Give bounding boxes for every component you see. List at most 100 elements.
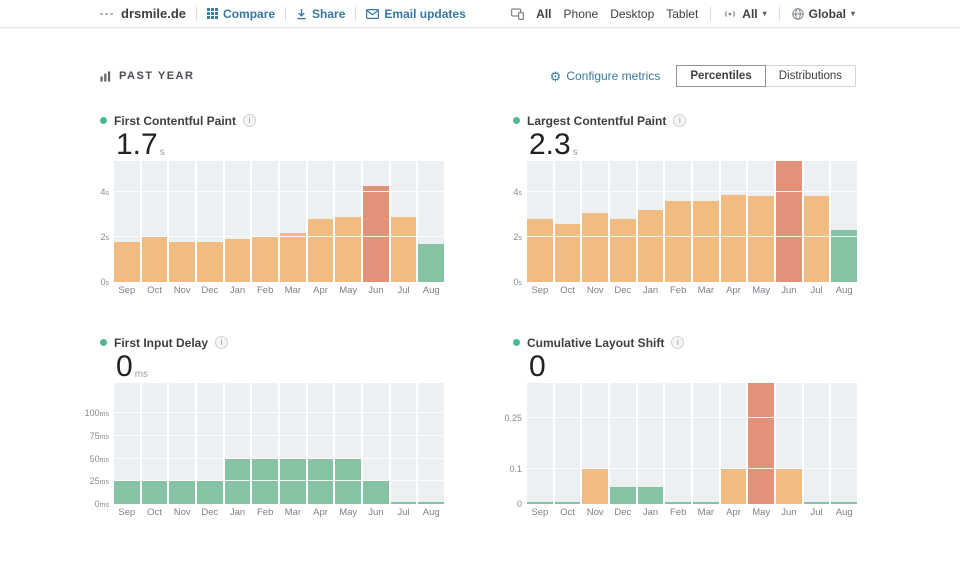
bar-column[interactable] (803, 383, 830, 504)
bar-column[interactable] (720, 383, 747, 504)
bar-column[interactable] (280, 161, 306, 282)
region-dropdown[interactable]: Global ▾ (791, 7, 855, 21)
device-tab-desktop[interactable]: Desktop (610, 6, 655, 21)
top-header: drsmile.de Compare Share Email updates (0, 0, 960, 28)
legend-dot-icon (513, 117, 520, 124)
bar-column[interactable] (803, 161, 830, 282)
bar (720, 469, 747, 504)
bar-column[interactable] (280, 383, 306, 504)
bar-column[interactable] (169, 161, 196, 282)
bar-column[interactable] (390, 383, 417, 504)
info-icon[interactable]: i (215, 336, 229, 349)
bar-column[interactable] (527, 383, 553, 504)
bar-column[interactable] (610, 161, 636, 282)
compare-button[interactable]: Compare (207, 7, 275, 21)
bar-column[interactable] (141, 383, 168, 504)
bar (114, 481, 140, 504)
bar-column[interactable] (776, 383, 802, 504)
bar (280, 232, 306, 282)
bar-column[interactable] (554, 161, 581, 282)
share-button[interactable]: Share (296, 7, 345, 21)
bar-column[interactable] (197, 383, 223, 504)
bar-column[interactable] (197, 161, 223, 282)
toolbar-right: ⚙ Configure metrics Percentiles Distribu… (550, 65, 856, 87)
metric-value-group: 1.7 s (116, 130, 448, 160)
chevron-down-icon: ▾ (850, 9, 855, 18)
metric-header: First Contentful Paint i (100, 114, 448, 128)
bar-column[interactable] (637, 383, 664, 504)
bar (363, 185, 389, 282)
metric-title: Cumulative Layout Shift (527, 335, 665, 350)
bar-column[interactable] (776, 161, 802, 282)
divider (355, 6, 357, 21)
bar-column[interactable] (637, 161, 664, 282)
bar-column[interactable] (665, 383, 692, 504)
bar (252, 237, 279, 282)
device-tab-tablet[interactable]: Tablet (666, 6, 699, 21)
configure-metrics-button[interactable]: ⚙ Configure metrics (550, 69, 661, 83)
y-axis-tick-label: 0.25 (504, 412, 522, 423)
month-label: Jul (810, 285, 823, 296)
bar-column[interactable] (418, 161, 445, 282)
bar-column[interactable] (307, 161, 334, 282)
bar-column[interactable] (610, 383, 636, 504)
device-tab-phone[interactable]: Phone (563, 6, 599, 21)
bar-column[interactable] (693, 383, 719, 504)
bar-column[interactable] (335, 383, 362, 504)
bar-column[interactable] (582, 383, 609, 504)
month-label: Apr (726, 507, 741, 518)
period-label: PAST YEAR (119, 70, 195, 82)
bar-column[interactable] (169, 383, 196, 504)
tab-distributions[interactable]: Distributions (764, 65, 856, 87)
email-updates-button[interactable]: Email updates (366, 7, 466, 21)
bar (554, 223, 581, 282)
bar-column[interactable] (665, 161, 692, 282)
bar-column[interactable] (307, 383, 334, 504)
bar-column[interactable] (554, 383, 581, 504)
bar-column[interactable] (114, 383, 140, 504)
bar-column[interactable] (363, 161, 389, 282)
bar-column[interactable] (252, 383, 279, 504)
header-left: drsmile.de Compare Share Email updates (100, 6, 466, 21)
y-axis-tick-label: 75ms (89, 430, 109, 441)
bar-column[interactable] (363, 383, 389, 504)
bar-column[interactable] (720, 161, 747, 282)
info-icon[interactable]: i (671, 336, 685, 349)
bar-column[interactable] (831, 383, 858, 504)
bar-column[interactable] (224, 383, 251, 504)
tab-percentiles[interactable]: Percentiles (676, 65, 766, 87)
bar (418, 502, 445, 504)
bar (224, 239, 251, 282)
bar-column[interactable] (335, 161, 362, 282)
favicon-placeholder-icon (100, 12, 114, 15)
bar-column[interactable] (114, 161, 140, 282)
gridline (527, 236, 857, 238)
bar-column[interactable] (748, 161, 775, 282)
info-icon[interactable]: i (243, 114, 256, 127)
bar-column[interactable] (418, 383, 445, 504)
metric-unit: ms (134, 369, 149, 380)
metric-header: Cumulative Layout Shift i (513, 335, 861, 350)
bar-column[interactable] (582, 161, 609, 282)
bar-column[interactable] (390, 161, 417, 282)
device-tab-all[interactable]: All (536, 6, 552, 21)
bar (693, 502, 719, 504)
bar-column[interactable] (527, 161, 553, 282)
info-icon[interactable]: i (673, 114, 687, 127)
y-axis-tick-label: 0 (516, 499, 522, 509)
bar-column[interactable] (748, 383, 775, 504)
bar-column[interactable] (252, 161, 279, 282)
y-axis-tick-label: 0.1 (509, 464, 522, 475)
divider (778, 6, 780, 21)
connection-dropdown[interactable]: All ▾ (723, 7, 767, 21)
month-label: May (752, 285, 771, 296)
bar-column[interactable] (693, 161, 719, 282)
divider (710, 6, 712, 21)
y-axis-tick-label: 2s (100, 232, 109, 243)
plot-area: 0ms 25ms 50ms 75ms 100ms (85, 383, 445, 509)
bar-column[interactable] (141, 161, 168, 282)
bar-column[interactable] (831, 161, 858, 282)
month-labels: Sep Oct Nov Dec Jan Feb Mar Apr May Jun Jul Aug (114, 285, 444, 296)
gridline (114, 236, 444, 238)
bar-column[interactable] (224, 161, 251, 282)
